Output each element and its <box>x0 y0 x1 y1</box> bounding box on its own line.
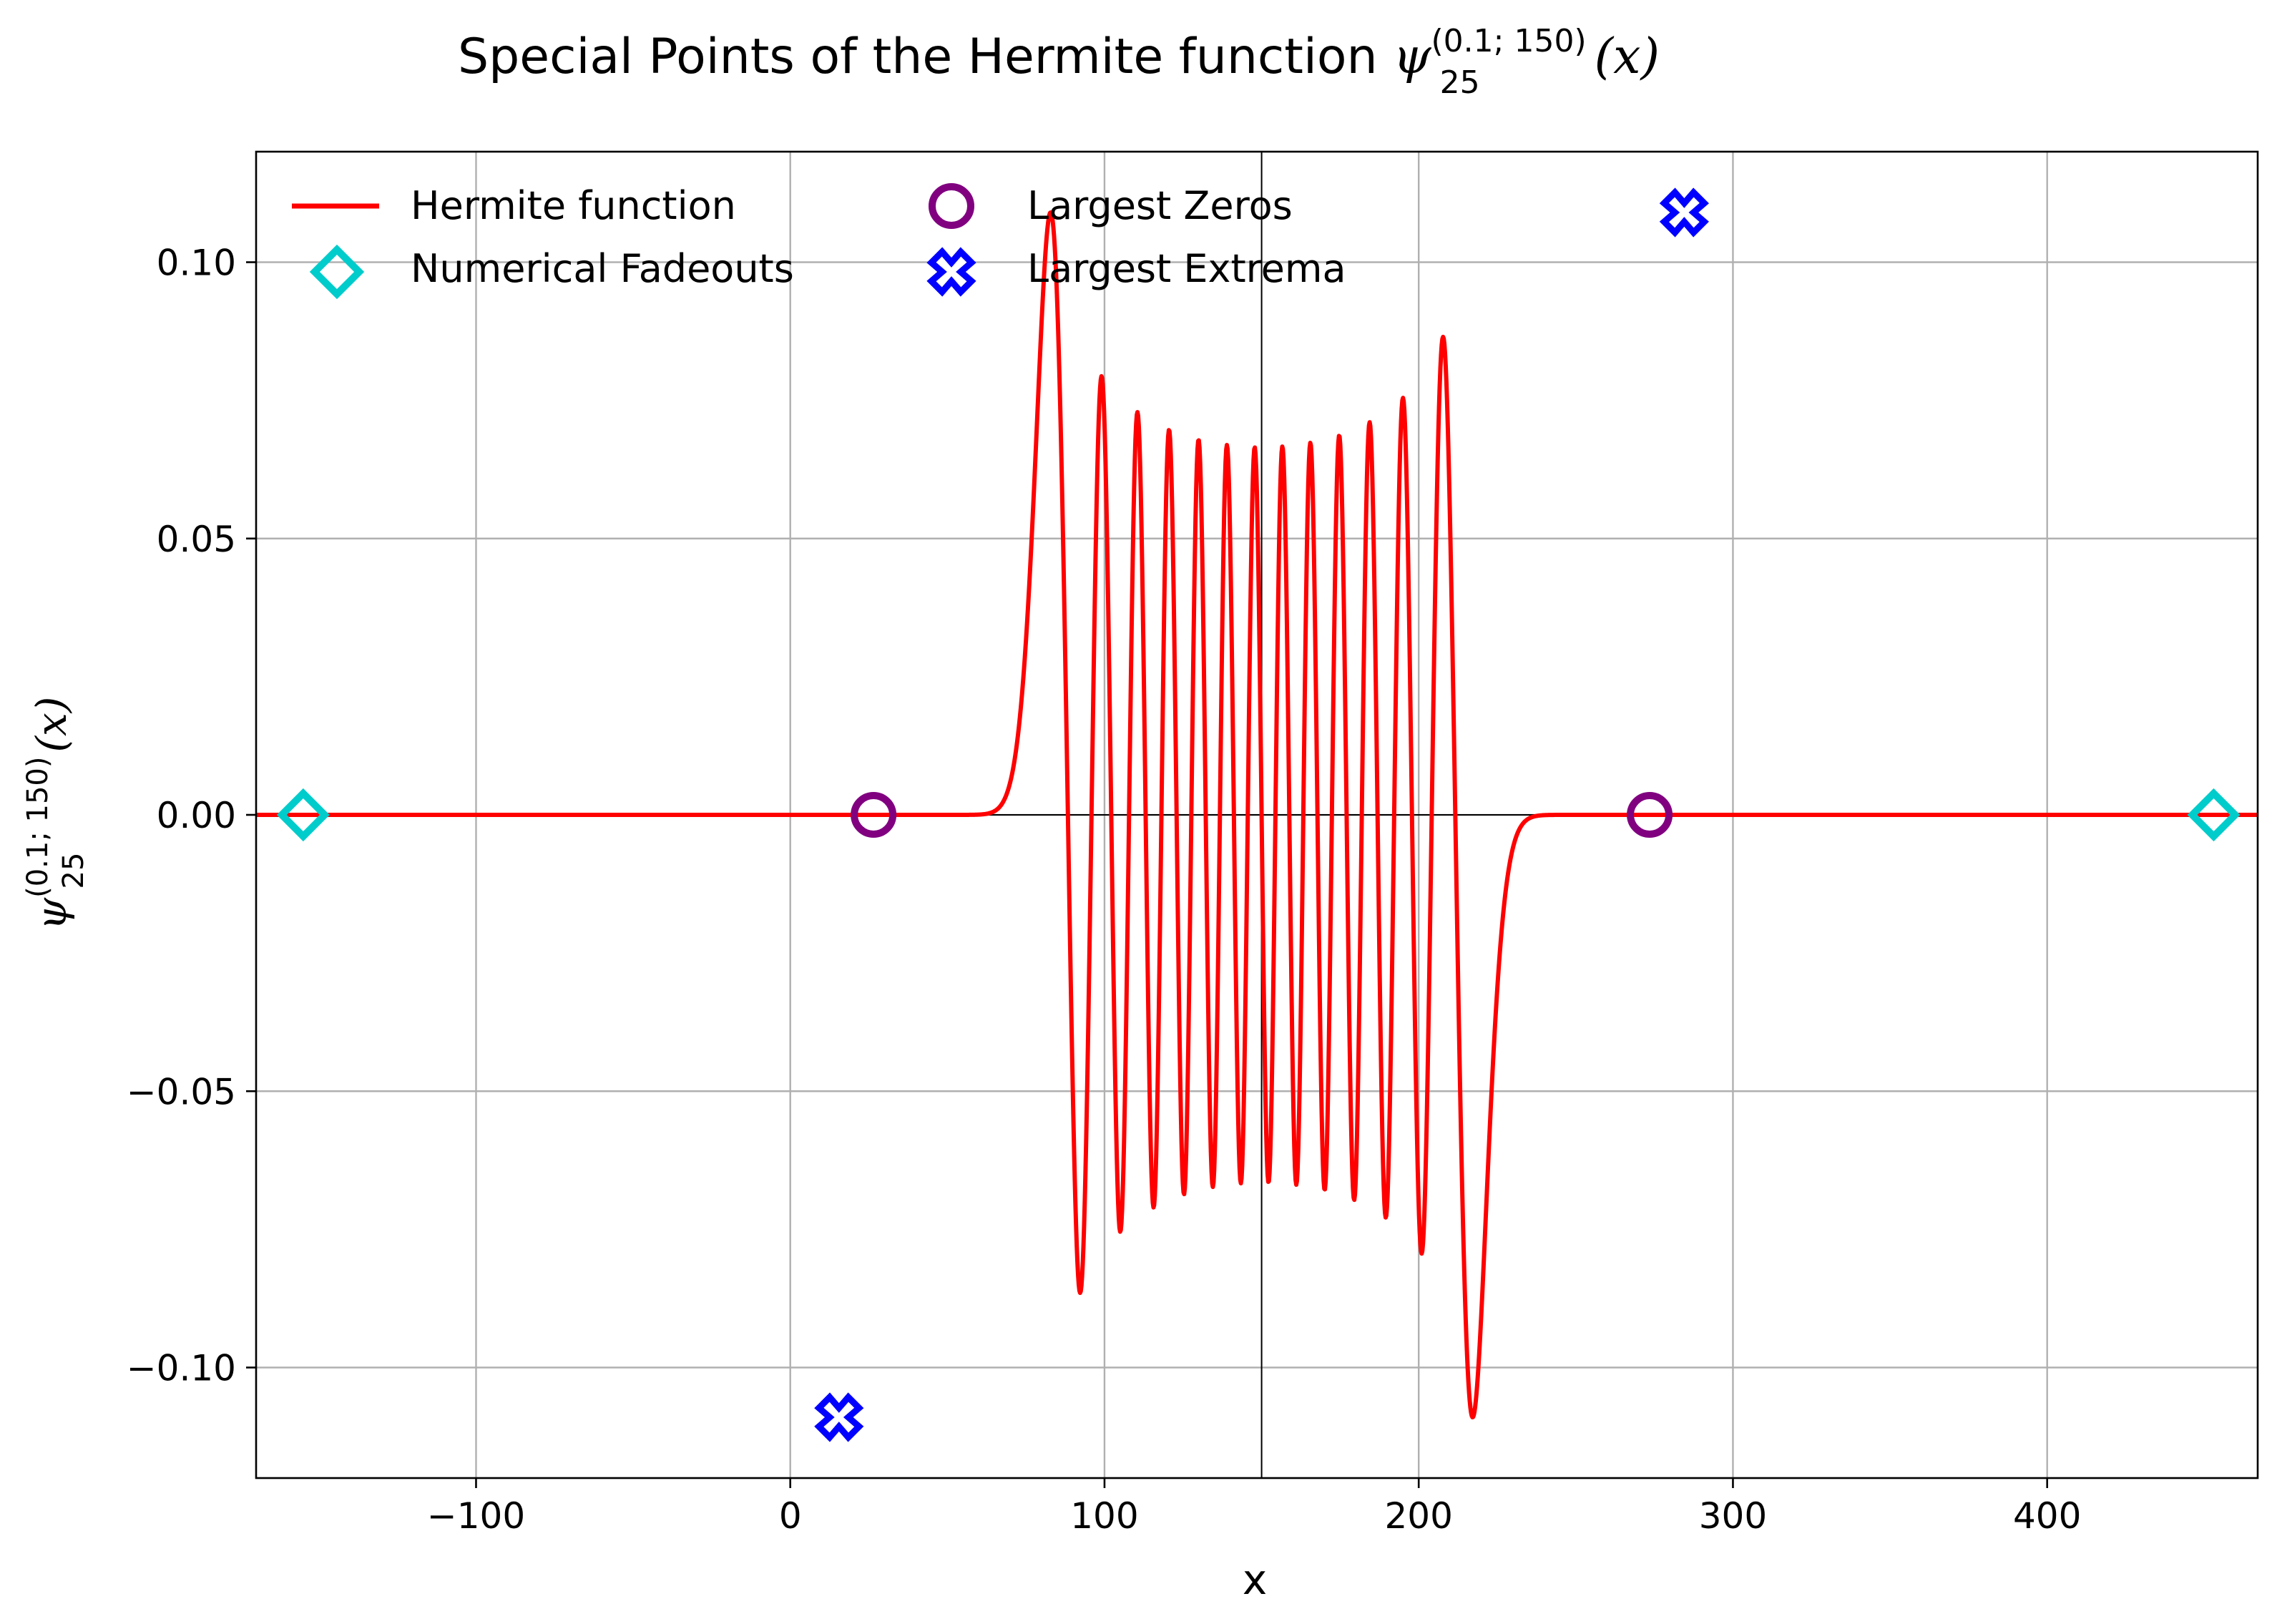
ylabel-superscript: (0.1; 150) <box>21 757 54 898</box>
y-tick-label: −0.05 <box>127 1071 236 1112</box>
largest-extremum-marker <box>814 1392 864 1442</box>
legend-cross-glyph <box>926 247 976 297</box>
legend-swatch-numerical-fadeouts <box>309 244 365 300</box>
title-superscript: (0.1; 150) <box>1431 23 1587 59</box>
legend-label-hermite-function: Hermite function <box>411 183 736 228</box>
title-prefix: Special Points of the Hermite function <box>458 29 1393 85</box>
ylabel-suffix: (x) <box>27 697 76 753</box>
y-axis-label: ψ(0.1; 150) 25 (x) <box>21 697 90 931</box>
title-subscript: 25 <box>1440 64 1480 101</box>
x-tick-label: 100 <box>1070 1495 1138 1537</box>
legend-swatch-largest-extrema <box>926 247 976 297</box>
title-symbol: ψ <box>1393 29 1431 85</box>
y-tick-label: 0.00 <box>157 795 236 836</box>
hermite-function-line <box>254 210 2260 1419</box>
legend-label-numerical-fadeouts: Numerical Fadeouts <box>411 246 794 291</box>
largest-zero-marker <box>851 792 897 838</box>
ylabel-symbol: ψ <box>27 897 76 930</box>
x-tick-label: 0 <box>779 1495 802 1537</box>
x-tick-label: 200 <box>1384 1495 1452 1537</box>
y-tick-label: 0.05 <box>157 519 236 560</box>
y-tick-label: −0.10 <box>127 1348 236 1389</box>
largest-zero-marker <box>1627 792 1673 838</box>
legend-swatch-largest-zeros <box>929 183 974 229</box>
chart-title: Special Points of the Hermite function ψ… <box>458 23 1660 101</box>
tick-layer: −100 0 100 200 300 400 −0.10 −0.05 0.00 0.05 0.10 <box>127 243 2082 1537</box>
x-tick-label: −100 <box>427 1495 525 1537</box>
x-tick-label: 400 <box>2013 1495 2081 1537</box>
numerical-fadeout-marker <box>276 788 330 842</box>
marker-layer <box>276 187 2241 1442</box>
series-line-layer <box>254 210 2260 1419</box>
numerical-fadeout-marker <box>2187 788 2241 842</box>
ylabel-subscript: 25 <box>57 853 90 889</box>
largest-extremum-marker <box>1659 187 1709 238</box>
legend-label-largest-extrema: Largest Extrema <box>1027 246 1346 291</box>
x-tick-label: 300 <box>1699 1495 1767 1537</box>
y-tick-label: 0.10 <box>157 243 236 284</box>
legend-label-largest-zeros: Largest Zeros <box>1027 183 1293 228</box>
title-suffix: (x) <box>1595 29 1660 85</box>
legend: Hermite function Numerical Fadeouts Larg… <box>292 183 1346 300</box>
x-axis-label: x <box>1243 1555 1267 1604</box>
